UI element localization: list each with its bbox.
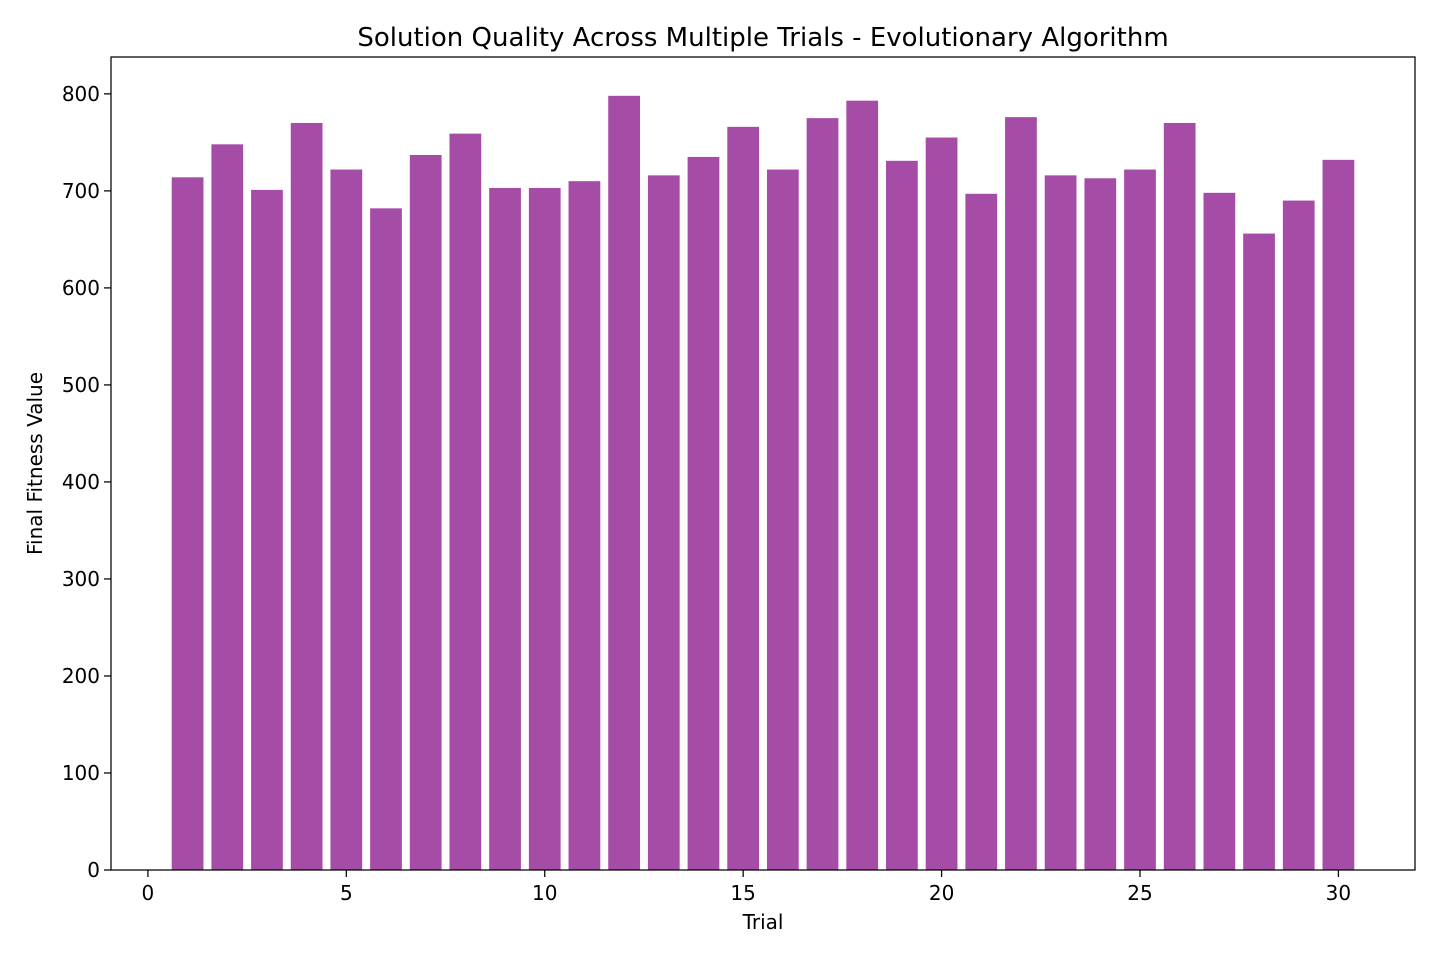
y-tick-label: 700 [62, 179, 100, 203]
y-tick-label: 300 [62, 567, 100, 591]
y-axis-ticks: 0 100 200 300 400 500 600 700 800 [62, 82, 111, 882]
bar-trial-8 [449, 133, 482, 870]
x-tick-label: 10 [532, 881, 557, 905]
bar-trial-5 [330, 169, 363, 871]
y-tick-label: 400 [62, 470, 100, 494]
y-tick-label: 200 [62, 664, 100, 688]
bar-trial-2 [211, 144, 244, 870]
y-tick-label: 0 [87, 858, 100, 882]
x-tick-label: 30 [1326, 881, 1351, 905]
bar-trial-6 [370, 208, 402, 871]
bar-trial-16 [766, 169, 799, 871]
bar-trial-21 [965, 193, 998, 871]
y-tick-label: 500 [62, 373, 100, 397]
bar-trial-20 [925, 137, 958, 870]
bar-trial-7 [409, 154, 442, 871]
x-tick-label: 15 [730, 881, 755, 905]
y-axis-label: Final Fitness Value [23, 372, 47, 555]
bar-trial-18 [846, 100, 879, 870]
bar-trial-11 [568, 181, 601, 870]
bar-trial-17 [806, 118, 839, 871]
bar-trial-22 [1005, 117, 1037, 870]
bar-trial-26 [1163, 122, 1196, 871]
bar-trial-4 [290, 122, 323, 871]
bar-trial-10 [528, 187, 561, 871]
bar-trial-1 [171, 177, 204, 871]
bar-trial-12 [608, 95, 640, 870]
bars-group [171, 95, 1355, 871]
y-tick-label: 100 [62, 761, 100, 785]
chart-title: Solution Quality Across Multiple Trials … [357, 23, 1168, 53]
y-tick-label: 600 [62, 276, 100, 300]
x-tick-label: 0 [142, 881, 155, 905]
x-axis-label: Trial [742, 910, 784, 934]
bar-trial-3 [251, 189, 283, 870]
x-tick-label: 20 [929, 881, 954, 905]
bar-trial-28 [1243, 233, 1275, 870]
bar-trial-27 [1203, 192, 1236, 870]
bar-trial-13 [647, 175, 680, 871]
bar-trial-19 [886, 160, 918, 870]
y-tick-label: 800 [62, 82, 100, 106]
x-axis-ticks: 0 5 10 15 20 25 30 [142, 870, 1351, 905]
bar-trial-24 [1084, 178, 1117, 870]
plot-frame [110, 56, 1416, 871]
bar-trial-30 [1322, 159, 1355, 871]
bar-trial-9 [489, 187, 521, 871]
bar-trial-23 [1044, 175, 1077, 871]
bar-trial-15 [727, 126, 760, 871]
bar-trial-25 [1124, 169, 1156, 871]
bar-trial-14 [687, 156, 720, 870]
bar-trial-29 [1282, 200, 1315, 870]
x-tick-label: 5 [340, 881, 353, 905]
x-tick-label: 25 [1127, 881, 1152, 905]
